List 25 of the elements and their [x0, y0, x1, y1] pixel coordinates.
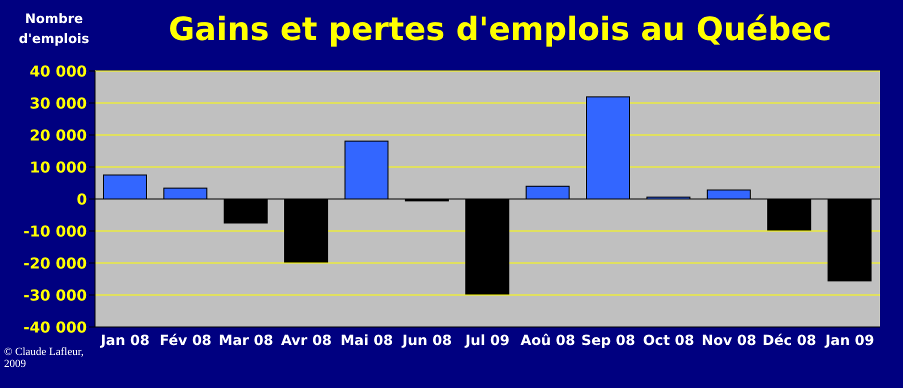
y-tick-label: -40 000	[23, 318, 87, 336]
x-tick-label: Avr 08	[280, 332, 332, 349]
y-tick-label: -30 000	[23, 286, 87, 304]
x-tick-label: Oct 08	[643, 332, 694, 349]
y-axis-title: Nombre d'emplois	[18, 11, 90, 49]
x-tick-label: Aoû 08	[520, 332, 576, 349]
y-tick-label: -10 000	[23, 222, 87, 240]
x-tick-label: Jan 09	[824, 332, 874, 349]
x-tick-label: Sep 08	[581, 332, 636, 349]
x-tick-label: Fév 08	[160, 332, 212, 349]
y-tick-label: 0	[76, 190, 87, 208]
text: © Claude Lafleur, 2009	[4, 346, 84, 370]
x-tick-label: Jan 08	[100, 332, 150, 349]
x-tick-label: Jul 09	[464, 332, 510, 349]
x-tick-label: Mar 08	[218, 332, 274, 349]
y-tick-label: 40 000	[30, 62, 87, 80]
x-tick-label: Déc 08	[762, 332, 816, 349]
chart-title: Gains et pertes d'emplois au Québec	[167, 10, 833, 48]
x-tick-label: Nov 08	[702, 332, 756, 349]
y-tick-label: 30 000	[30, 94, 87, 112]
y-tick-label: -20 000	[23, 254, 87, 272]
x-tick-label: Mai 08	[340, 332, 394, 349]
y-tick-label: 10 000	[30, 158, 87, 176]
x-tick-label: Jun 08	[401, 332, 452, 349]
y-tick-label: 20 000	[30, 126, 87, 144]
